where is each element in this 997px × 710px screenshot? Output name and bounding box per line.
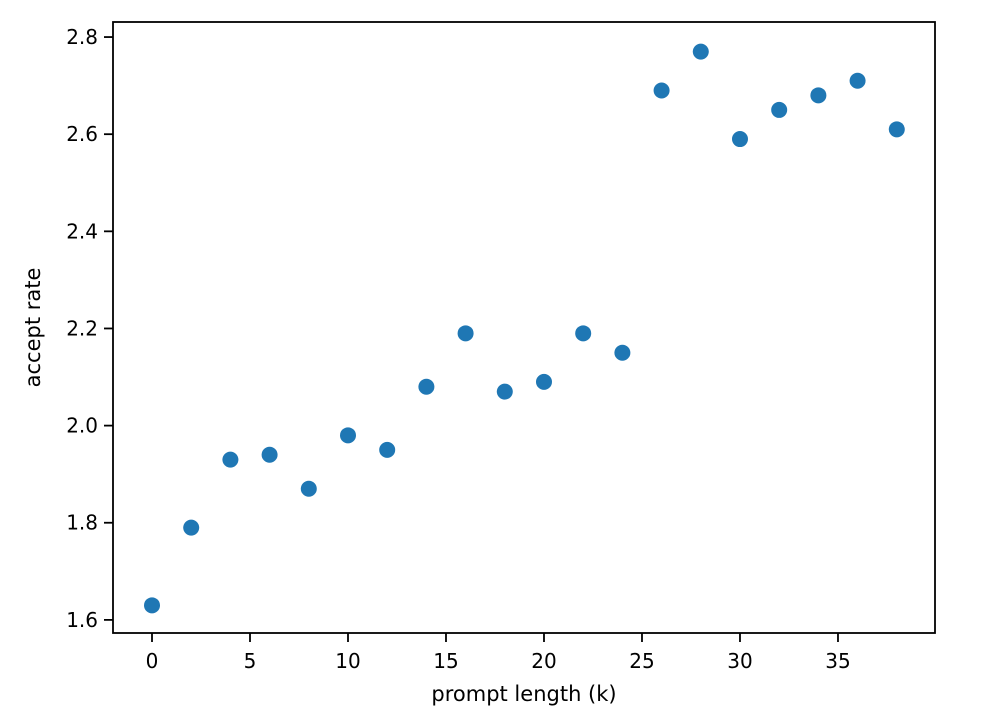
y-tick-label: 2.6: [66, 122, 98, 146]
y-axis-label: accept rate: [21, 268, 45, 388]
data-point: [222, 451, 239, 468]
data-point: [183, 519, 200, 536]
data-point: [379, 441, 396, 458]
data-point: [144, 597, 161, 614]
data-point: [261, 446, 278, 463]
data-point: [614, 344, 631, 361]
y-tick-label: 2.4: [66, 219, 98, 243]
data-point: [535, 373, 552, 390]
data-point: [731, 131, 748, 148]
y-tick-label: 2.8: [66, 25, 98, 49]
data-point: [692, 43, 709, 60]
x-tick-label: 35: [825, 649, 850, 673]
y-tick-label: 2.2: [66, 316, 98, 340]
data-point: [810, 87, 827, 104]
y-tick-label: 2.0: [66, 414, 98, 438]
x-tick-label: 15: [433, 649, 458, 673]
data-point: [575, 325, 592, 342]
y-tick-label: 1.8: [66, 511, 98, 535]
x-tick-label: 25: [629, 649, 654, 673]
data-point: [771, 101, 788, 118]
data-point: [418, 378, 435, 395]
data-point: [653, 82, 670, 99]
data-point: [300, 480, 317, 497]
plot-area: 0 5 10 15 20 25 30 35 1.6 1.8 2.0 2.2 2.4 2.6 2.8 promp…: [21, 21, 936, 706]
data-point: [849, 72, 866, 89]
data-point: [496, 383, 513, 400]
y-tick-label: 1.6: [66, 608, 98, 632]
x-tick-label: 0: [146, 649, 159, 673]
data-point: [888, 121, 905, 138]
data-point: [339, 427, 356, 444]
x-tick-label: 30: [727, 649, 752, 673]
x-tick-label: 10: [335, 649, 360, 673]
x-axis-label: prompt length (k): [431, 682, 616, 706]
x-tick-label: 20: [531, 649, 556, 673]
axes-spines: [112, 21, 936, 634]
data-point: [457, 325, 474, 342]
x-tick-label: 5: [244, 649, 257, 673]
